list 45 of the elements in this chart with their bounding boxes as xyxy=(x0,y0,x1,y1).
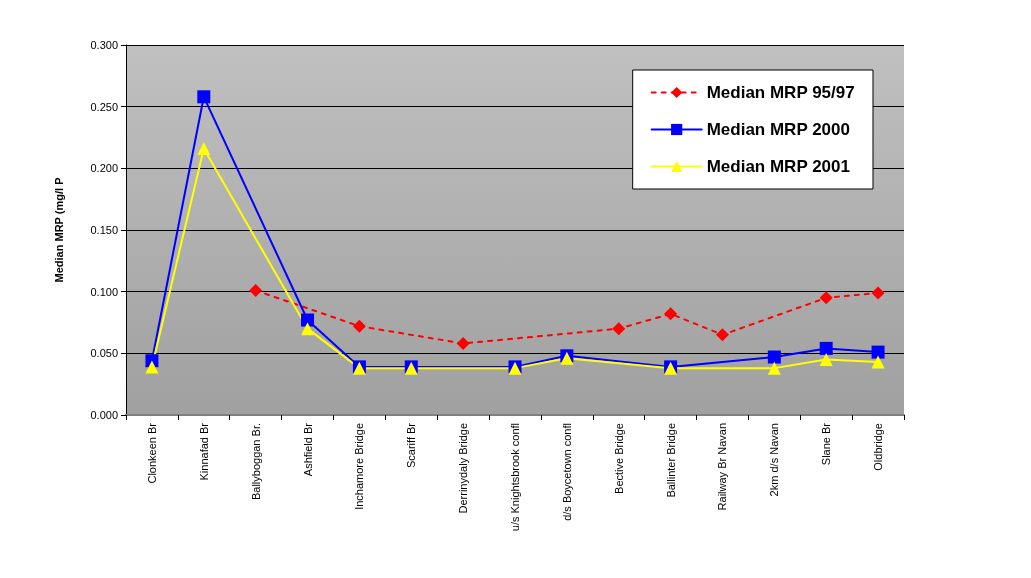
point xyxy=(197,142,211,156)
x-tick-label: Scariff Br xyxy=(405,422,418,469)
x-tick-label: 2km d/s Navan xyxy=(768,423,781,497)
point xyxy=(871,286,885,300)
y-tick-label: 0.250 xyxy=(90,100,118,113)
y-axis-title: Median MRP (mg/l P xyxy=(52,177,65,283)
x-tick-label: Clonkeen Br xyxy=(145,422,158,484)
point xyxy=(612,322,626,336)
y-tick-label: 0.050 xyxy=(90,347,118,360)
point xyxy=(664,307,678,321)
y-tick-label: 0.000 xyxy=(90,409,118,421)
point xyxy=(871,355,885,369)
x-tick-label: Bective Bridge xyxy=(612,423,625,494)
point xyxy=(767,350,781,364)
y-tick-label: 0.200 xyxy=(90,162,118,175)
x-tick-label: Railway Br Navan xyxy=(716,423,729,511)
x-tick-label: Ashfield Br xyxy=(301,422,314,477)
legend-label: Median MRP 2001 xyxy=(706,157,850,176)
point xyxy=(767,361,781,375)
point xyxy=(715,328,729,342)
x-tick-label: Derrinydaly Bridge xyxy=(457,423,470,514)
x-tick-label: Oldbridge xyxy=(872,423,885,471)
point xyxy=(145,360,159,374)
point xyxy=(352,319,366,333)
point xyxy=(456,336,470,350)
y-tick-label: 0.150 xyxy=(90,224,118,236)
point xyxy=(249,283,263,297)
x-tick-label: Slane Br xyxy=(820,422,833,466)
x-tick-label: d/s Boycetown confl xyxy=(560,423,573,521)
y-tick-label: 0.100 xyxy=(90,285,118,298)
point xyxy=(301,313,315,327)
x-tick-label: Ballinter Bridge xyxy=(664,423,677,498)
x-tick-label: u/s Knightsbrook confl xyxy=(509,423,521,532)
point xyxy=(197,90,211,104)
x-tick-label: Inchamore Bridge xyxy=(353,423,366,510)
point xyxy=(819,341,833,355)
point xyxy=(301,322,315,336)
x-tick-label: Ballyboggan Br. xyxy=(249,423,262,501)
legend-label: Median MRP 2000 xyxy=(706,120,850,139)
point xyxy=(819,291,833,305)
x-tick-label: Kinnafad Br xyxy=(197,422,210,481)
point xyxy=(819,353,833,366)
legend-label: Median MRP 95/97 xyxy=(706,83,855,102)
point xyxy=(871,345,885,359)
y-tick-label: 0.300 xyxy=(90,39,118,51)
